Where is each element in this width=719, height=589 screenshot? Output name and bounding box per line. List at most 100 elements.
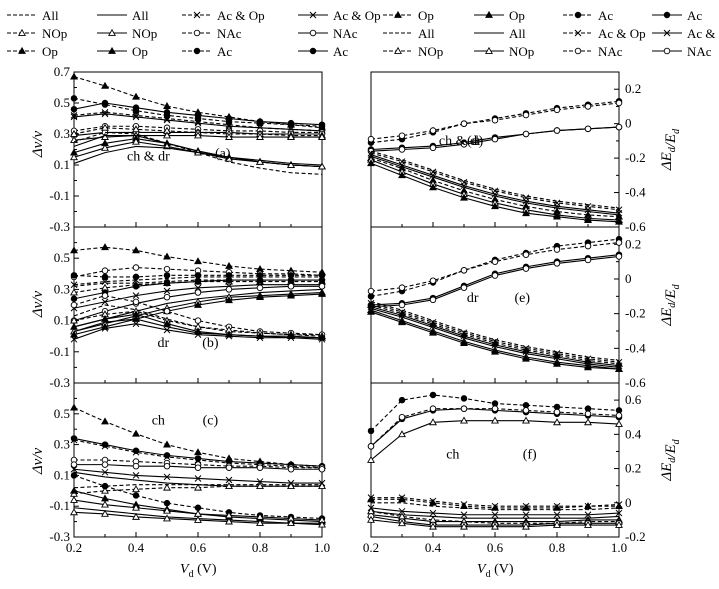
y-tick-label: 0.3 — [54, 281, 70, 296]
series-all-dashed — [371, 502, 620, 511]
data-point — [460, 405, 468, 412]
data-point — [287, 283, 295, 290]
legend-marker — [193, 29, 201, 37]
legend-label: Op — [509, 8, 525, 23]
data-point — [70, 153, 78, 161]
data-point — [398, 507, 406, 515]
series-ac-dashed — [367, 235, 623, 300]
data-point — [163, 319, 171, 327]
data-point — [70, 295, 78, 303]
legend-marker — [309, 11, 317, 19]
data-point — [491, 135, 499, 143]
data-point — [429, 144, 437, 152]
panel-letter: (c) — [203, 414, 219, 429]
series-line — [370, 238, 620, 297]
series-ac-solid — [367, 405, 623, 450]
data-point — [132, 320, 140, 328]
data-point — [491, 416, 499, 424]
data-point — [460, 395, 468, 402]
series-ac-solid — [70, 99, 326, 128]
x-axis-label: Vd (V) — [477, 562, 514, 580]
data-point — [522, 130, 530, 138]
data-point — [132, 512, 140, 520]
data-point — [553, 351, 561, 359]
y-tick-label: 0.6 — [625, 392, 642, 407]
data-point — [163, 279, 171, 287]
data-point — [367, 287, 375, 295]
panels: -0.3-0.10.10.30.50.7ch & dr (a) -0.6-0.4-0… — [49, 64, 682, 580]
panel-b: -0.3 -0.1 0.1 0.3 0.5 dr (b) — [49, 226, 326, 390]
series-line — [370, 304, 620, 365]
y-tick-label: 0.2 — [625, 461, 641, 476]
legend-marker — [18, 46, 26, 54]
data-point — [522, 345, 530, 353]
data-point — [163, 116, 171, 124]
data-point — [101, 468, 109, 476]
data-point — [163, 275, 171, 282]
data-point — [460, 267, 468, 274]
data-point — [70, 495, 78, 503]
data-point — [287, 291, 295, 299]
legend-item-nop-solid: NOp — [97, 26, 157, 41]
series-line — [370, 162, 620, 223]
data-point — [101, 123, 109, 131]
data-point — [584, 242, 592, 250]
legend-label: Op — [418, 8, 434, 23]
legend-label: Ac — [217, 44, 232, 59]
data-point — [163, 514, 171, 522]
legend-marker — [394, 10, 402, 18]
series-op-dashed — [367, 300, 623, 367]
legend-item-ac-and-op-solid: Ac & Op — [652, 26, 719, 41]
panel-a: -0.3 -0.1 0.1 0.3 0.5 0.7 ch & dr (a) — [49, 64, 326, 234]
data-point — [225, 482, 233, 490]
data-point — [491, 116, 499, 124]
data-point — [615, 502, 623, 510]
data-point — [163, 506, 171, 514]
data-point — [101, 273, 109, 281]
data-point — [584, 125, 592, 133]
legend-label: NAc — [217, 26, 242, 41]
legend-marker — [663, 11, 671, 19]
data-point — [367, 159, 375, 167]
legend-item-op-dashed: Op — [383, 8, 434, 23]
left-ylabel-top: Δv/v — [30, 131, 46, 159]
series-nop-solid — [367, 515, 623, 530]
series-line — [370, 408, 620, 447]
data-point — [225, 261, 233, 269]
data-point — [429, 168, 437, 176]
legend-item-ac-solid: Ac — [298, 44, 348, 59]
series-line — [73, 295, 323, 336]
data-point — [318, 132, 326, 140]
data-point — [101, 314, 109, 322]
data-point — [460, 178, 468, 186]
panel-letter: (d) — [467, 134, 484, 149]
x-tick-label: 0.2 — [363, 540, 379, 555]
data-point — [367, 443, 375, 450]
panel-d: -0.6 -0.4 -0.2 0 0.2 ΔEd/Ed ch & dr(d) — [367, 71, 682, 234]
data-point — [70, 72, 78, 80]
data-point — [70, 322, 78, 330]
data-point — [460, 416, 468, 424]
series-line — [73, 468, 322, 484]
legend-marker — [108, 46, 116, 54]
y-tick-label: 0.3 — [54, 437, 70, 452]
legend-item-nac-solid: NAc — [298, 26, 358, 41]
data-point — [460, 193, 468, 201]
panel-letter: (f) — [523, 447, 537, 462]
data-point — [522, 265, 530, 272]
data-point — [194, 448, 202, 456]
data-point — [584, 520, 592, 528]
data-point — [553, 260, 561, 267]
legend-item-op-solid: Op — [474, 8, 525, 23]
legend-marker — [108, 28, 116, 36]
data-point — [163, 265, 171, 273]
data-point — [70, 403, 78, 411]
data-point — [367, 515, 375, 523]
data-point — [194, 464, 202, 471]
data-point — [132, 92, 140, 100]
y-tick-label: 0 — [625, 495, 632, 510]
legend-item-ac-and-op-dashed: Ac & Op — [563, 26, 646, 41]
data-point — [70, 272, 78, 279]
data-point — [522, 111, 530, 119]
data-point — [256, 519, 264, 526]
